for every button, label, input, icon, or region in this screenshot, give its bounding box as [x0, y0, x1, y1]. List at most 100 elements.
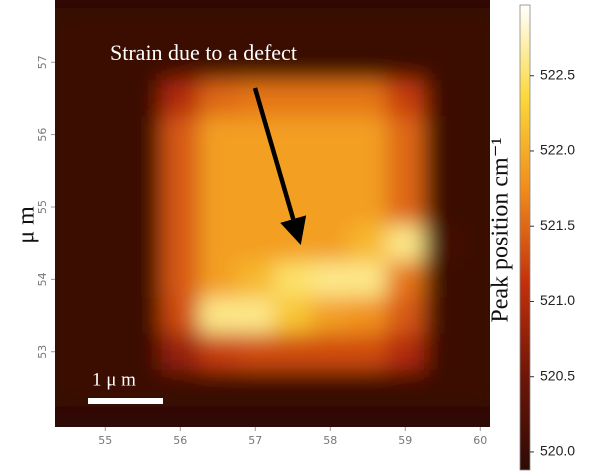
heatmap-cell — [237, 153, 275, 190]
heatmap-cell — [87, 153, 125, 190]
heatmap-cell — [349, 80, 387, 117]
heatmap-cell — [237, 189, 275, 226]
heatmap-cell — [87, 189, 125, 226]
heatmap-cell — [312, 189, 350, 226]
heatmap-cell — [124, 334, 162, 371]
heatmap-cell — [199, 117, 237, 154]
heatmap-cell — [49, 8, 87, 45]
y-tick-label: 56 — [36, 128, 49, 142]
heatmap-cell — [237, 297, 275, 334]
x-tick-label: 59 — [398, 434, 412, 447]
heatmap-cell — [49, 225, 87, 262]
heatmap-cell — [312, 370, 350, 407]
heatmap-cell — [387, 80, 425, 117]
heatmap-cell — [424, 44, 462, 81]
heatmap-cell — [274, 334, 312, 371]
heatmap-cell — [424, 334, 462, 371]
colorbar-tick-label: 520.0 — [540, 443, 575, 459]
heatmap-cell — [87, 334, 125, 371]
heatmap-cell — [349, 261, 387, 298]
heatmap-cell — [237, 225, 275, 262]
heatmap-cell — [124, 225, 162, 262]
heatmap-cell — [349, 334, 387, 371]
heatmap-cell — [387, 370, 425, 407]
y-tick-label: 55 — [36, 200, 49, 214]
heatmap-cell — [349, 117, 387, 154]
heatmap-cell — [199, 153, 237, 190]
heatmap-cell — [162, 370, 200, 407]
heatmap-cell — [162, 261, 200, 298]
heatmap-cell — [124, 117, 162, 154]
x-tick-label: 55 — [98, 434, 112, 447]
heatmap-cell — [387, 8, 425, 45]
y-tick-label: 54 — [36, 272, 49, 286]
heatmap-cell — [199, 370, 237, 407]
colorbar — [520, 5, 530, 470]
heatmap-cell — [424, 80, 462, 117]
heatmap-cell — [349, 297, 387, 334]
colorbar-tick-label: 520.5 — [540, 367, 575, 383]
heatmap-cell — [274, 370, 312, 407]
heatmap-cell — [237, 261, 275, 298]
heatmap-cell — [87, 261, 125, 298]
colorbar-tick-label: 521.0 — [540, 292, 575, 308]
heatmap-cell — [199, 225, 237, 262]
heatmap-cell — [49, 370, 87, 407]
heatmap-cell — [199, 261, 237, 298]
heatmap-cell — [274, 117, 312, 154]
colorbar-tick-label: 522.0 — [540, 142, 575, 158]
heatmap-cell — [349, 44, 387, 81]
heatmap-cell — [387, 44, 425, 81]
heatmap-cell — [312, 261, 350, 298]
heatmap-cell — [312, 225, 350, 262]
heatmap-cell — [312, 297, 350, 334]
heatmap-cell — [424, 8, 462, 45]
heatmap-cell — [87, 80, 125, 117]
heatmap-cell — [462, 80, 500, 117]
colorbar-label: Peak position cm⁻¹ — [488, 137, 514, 322]
heatmap-cell — [274, 225, 312, 262]
heatmap-cell — [349, 153, 387, 190]
heatmap-cell — [462, 8, 500, 45]
heatmap-cell — [199, 80, 237, 117]
heatmap-cell — [349, 225, 387, 262]
heatmap-cell — [387, 297, 425, 334]
heatmap-cell — [424, 370, 462, 407]
heatmap-cell — [349, 189, 387, 226]
annotation: Strain due to a defect — [110, 40, 297, 65]
heatmap-cell — [162, 153, 200, 190]
heatmap-cell — [312, 153, 350, 190]
heatmap-cell — [237, 334, 275, 371]
heatmap-cell — [387, 261, 425, 298]
heatmap-cell — [49, 153, 87, 190]
heatmap-cell — [124, 189, 162, 226]
heatmap-cell — [387, 153, 425, 190]
heatmap-cell — [124, 261, 162, 298]
y-tick-label: 53 — [36, 345, 49, 359]
heatmap-cell — [162, 189, 200, 226]
heatmap-cell — [87, 117, 125, 154]
heatmap-cell — [49, 297, 87, 334]
heatmap-cell — [312, 117, 350, 154]
heatmap-cell — [274, 80, 312, 117]
heatmap-cell — [424, 297, 462, 334]
heatmap-cell — [87, 297, 125, 334]
heatmap-cell — [274, 261, 312, 298]
heatmap-cell — [199, 334, 237, 371]
x-tick-label: 57 — [248, 434, 262, 447]
heatmap-cell — [124, 153, 162, 190]
heatmap-cell — [424, 225, 462, 262]
heatmap-cell — [387, 189, 425, 226]
heatmap-cell — [387, 334, 425, 371]
heatmap-cell — [199, 297, 237, 334]
y-tick-label: 57 — [36, 55, 49, 69]
chart: Strain due to a defect 1 μ m μ m Peak po… — [0, 0, 613, 476]
heatmap-cell — [424, 189, 462, 226]
heatmap-cell — [162, 297, 200, 334]
colorbar-tick-label: 521.5 — [540, 217, 575, 233]
heatmap-cell — [87, 225, 125, 262]
heatmap-cell — [237, 80, 275, 117]
heatmap-cell — [162, 334, 200, 371]
heatmap-cell — [162, 225, 200, 262]
heatmap-cell — [462, 334, 500, 371]
